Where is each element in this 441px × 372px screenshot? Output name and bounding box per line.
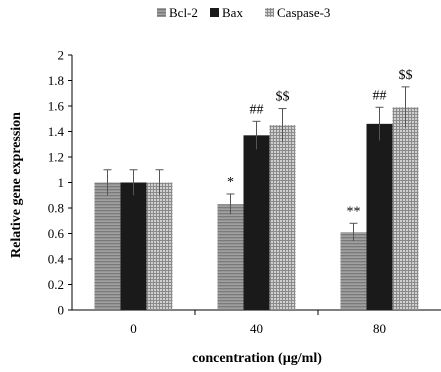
bar-caspase-3-0 — [146, 182, 173, 310]
significance-mark: $$ — [276, 90, 290, 105]
legend-label: Bax — [222, 5, 243, 20]
y-tick-label: 2 — [58, 48, 65, 63]
y-tick-label: 0.6 — [48, 226, 65, 241]
bar-bcl-2-80 — [340, 232, 367, 310]
y-tick-label: 0.4 — [48, 252, 65, 267]
x-tick-label: 0 — [130, 321, 137, 336]
significance-mark: ## — [250, 102, 264, 117]
bars: * ## $$ ** ## $$ — [94, 68, 419, 311]
y-tick-label: 1.4 — [48, 124, 65, 139]
legend-swatch — [157, 8, 166, 17]
x-tick-label: 40 — [250, 321, 263, 336]
legend-label: Caspase-3 — [277, 5, 330, 20]
significance-mark: * — [227, 175, 234, 190]
y-tick-label: 1.2 — [48, 150, 64, 165]
y-tick-label: 0 — [58, 303, 65, 318]
bar-bcl-2-40 — [217, 204, 244, 310]
bar-bax-80 — [366, 123, 393, 310]
significance-mark: ** — [347, 204, 361, 219]
legend-swatch — [210, 8, 219, 17]
significance-mark: ## — [373, 88, 387, 103]
y-tick-label: 1.8 — [48, 73, 64, 88]
bar-caspase-3-80 — [392, 107, 419, 311]
bar-caspase-3-40 — [269, 125, 296, 310]
legend-label: Bcl-2 — [169, 5, 198, 20]
x-axis-label: concentration (µg/ml) — [192, 351, 322, 366]
y-tick-label: 0.2 — [48, 277, 64, 292]
significance-mark: $$ — [399, 68, 413, 83]
y-tick-label: 1 — [58, 175, 65, 190]
x-tick-label: 80 — [373, 321, 386, 336]
bar-bax-0 — [120, 182, 147, 310]
legend: Bcl-2 Bax Caspase-3 — [157, 5, 330, 20]
bar-bcl-2-0 — [94, 182, 121, 310]
bar-bax-40 — [243, 135, 270, 310]
axes: 0 0.2 0.4 0.6 0.8 1 1.2 1.4 1.6 1.8 2 0 40 80 — [48, 48, 441, 336]
y-tick-label: 1.6 — [48, 99, 65, 114]
y-axis-label: Relative gene expression — [9, 112, 24, 258]
y-tick-label: 0.8 — [48, 201, 64, 216]
legend-swatch — [265, 8, 274, 17]
